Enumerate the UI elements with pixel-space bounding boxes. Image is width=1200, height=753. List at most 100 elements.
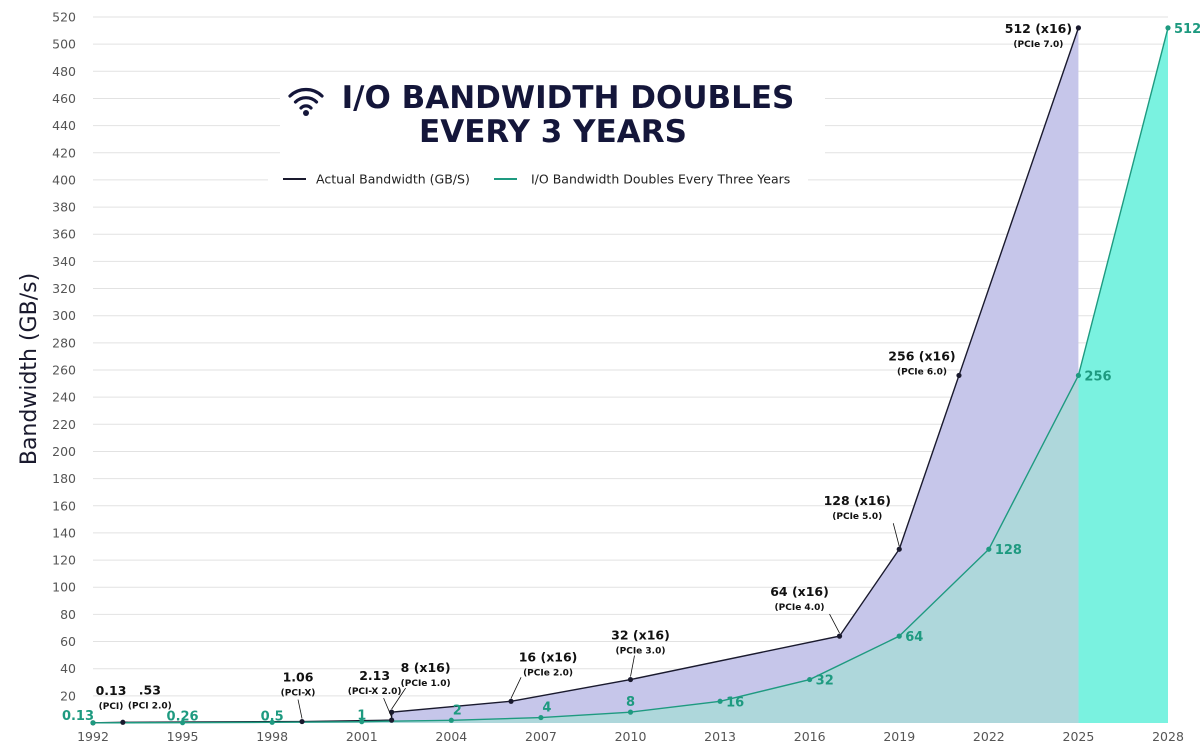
- y-tick-label: 240: [52, 390, 76, 405]
- y-axis-label: Bandwidth (GB/s): [17, 273, 42, 465]
- x-tick-label: 2016: [794, 729, 826, 744]
- label-leader: [830, 614, 840, 633]
- y-tick-label: 440: [52, 118, 76, 133]
- projected-point: [807, 677, 812, 682]
- projected-value-label: 1: [357, 709, 366, 724]
- legend-label-actual: Actual Bandwidth (GB/S): [316, 172, 470, 187]
- x-tick-label: 1998: [256, 729, 288, 744]
- actual-point: [956, 373, 961, 378]
- projected-point: [1165, 25, 1170, 30]
- actual-spec-label: (PCIe 3.0): [616, 647, 666, 657]
- actual-value-label: 64 (x16): [770, 584, 829, 599]
- projected-point: [1076, 373, 1081, 378]
- y-tick-label: 300: [52, 308, 76, 323]
- actual-value-label: 512 (x16): [1005, 21, 1072, 36]
- actual-spec-label: (PCI-X): [281, 689, 316, 699]
- y-tick-label: 180: [52, 471, 76, 486]
- actual-point: [299, 719, 304, 724]
- actual-value-label: 8 (x16): [401, 660, 451, 675]
- actual-spec-label: (PCIe 2.0): [523, 668, 573, 678]
- x-tick-label: 2001: [346, 729, 378, 744]
- x-tick-label: 2025: [1063, 729, 1095, 744]
- actual-point: [837, 634, 842, 639]
- actual-value-label: 16 (x16): [519, 649, 578, 664]
- projected-point: [628, 710, 633, 715]
- actual-value-label: 32 (x16): [611, 628, 670, 643]
- projected-value-label: 256: [1084, 369, 1111, 384]
- y-tick-label: 520: [52, 10, 76, 25]
- actual-point: [628, 677, 633, 682]
- actual-spec-label: (PCIe 5.0): [832, 512, 882, 522]
- y-tick-label: 60: [60, 634, 76, 649]
- y-tick-label: 340: [52, 254, 76, 269]
- actual-spec-label: (PCIe 1.0): [401, 679, 451, 689]
- y-tick-label: 320: [52, 281, 76, 296]
- y-tick-label: 360: [52, 227, 76, 242]
- projected-value-label: 32: [816, 674, 834, 689]
- label-leader: [631, 656, 635, 677]
- chart-title-line-2: EVERY 3 YEARS: [419, 114, 687, 150]
- x-tick-label: 2019: [883, 729, 915, 744]
- actual-spec-label: (PCIe 4.0): [775, 603, 825, 613]
- x-tick-label: 2028: [1152, 729, 1184, 744]
- actual-value-label: 1.06: [283, 670, 314, 685]
- x-tick-label: 2010: [615, 729, 647, 744]
- y-tick-label: 160: [52, 498, 76, 513]
- projected-point: [538, 715, 543, 720]
- x-tick-label: 2007: [525, 729, 557, 744]
- y-tick-label: 420: [52, 145, 76, 160]
- projected-point: [449, 718, 454, 723]
- actual-point: [897, 547, 902, 552]
- y-tick-label: 460: [52, 91, 76, 106]
- x-tick-label: 2004: [435, 729, 467, 744]
- y-tick-label: 40: [60, 661, 76, 676]
- projected-point: [717, 699, 722, 704]
- y-tick-label: 400: [52, 172, 76, 187]
- y-tick-label: 120: [52, 553, 76, 568]
- actual-spec-label: (PCI 2.0): [128, 701, 172, 711]
- projected-value-label: 128: [995, 543, 1022, 558]
- legend: Actual Bandwidth (GB/S) I/O Bandwidth Do…: [268, 166, 808, 192]
- actual-point: [120, 720, 125, 725]
- label-leader: [298, 700, 302, 719]
- label-leader: [893, 523, 899, 546]
- y-tick-label: 260: [52, 363, 76, 378]
- y-tick-label: 140: [52, 525, 76, 540]
- y-tick-label: 280: [52, 335, 76, 350]
- projected-value-label: 0.5: [261, 709, 284, 724]
- actual-value-label: 256 (x16): [888, 348, 955, 363]
- x-tick-label: 2013: [704, 729, 736, 744]
- projected-value-label: 512: [1174, 22, 1200, 37]
- x-tick-label: 1992: [77, 729, 109, 744]
- projected-value-label: 8: [626, 695, 635, 710]
- projected-value-label: 16: [726, 695, 744, 710]
- y-tick-label: 80: [60, 607, 76, 622]
- y-tick-label: 500: [52, 37, 76, 52]
- y-tick-label: 220: [52, 417, 76, 432]
- projected-point: [897, 634, 902, 639]
- projected-value-label: 2: [453, 703, 462, 718]
- actual-value-label: 128 (x16): [824, 493, 891, 508]
- actual-point: [389, 718, 394, 723]
- projected-value-label: 64: [905, 630, 923, 645]
- projected-point: [986, 547, 991, 552]
- label-leader: [511, 677, 521, 698]
- chart-title-line-1: I/O BANDWIDTH DOUBLES: [342, 80, 795, 116]
- chart-title: I/O BANDWIDTH DOUBLES EVERY 3 YEARS: [280, 72, 825, 158]
- x-tick-label: 2022: [973, 729, 1005, 744]
- y-tick-label: 100: [52, 580, 76, 595]
- bandwidth-chart: 2040608010012014016018020022024026028030…: [0, 0, 1200, 753]
- actual-spec-label: (PCI-X 2.0): [348, 687, 402, 697]
- label-leader: [384, 698, 392, 717]
- legend-label-projected: I/O Bandwidth Doubles Every Three Years: [531, 172, 790, 187]
- actual-value-label: 0.13: [96, 683, 127, 698]
- projected-value-label: 0.13: [62, 709, 94, 724]
- projected-value-label: 4: [542, 701, 551, 716]
- projected-value-label: 0.26: [167, 710, 199, 725]
- y-tick-label: 200: [52, 444, 76, 459]
- x-tick-label: 1995: [167, 729, 199, 744]
- y-tick-label: 380: [52, 200, 76, 215]
- y-tick-label: 480: [52, 64, 76, 79]
- actual-point: [1076, 25, 1081, 30]
- actual-value-label: .53: [139, 682, 161, 697]
